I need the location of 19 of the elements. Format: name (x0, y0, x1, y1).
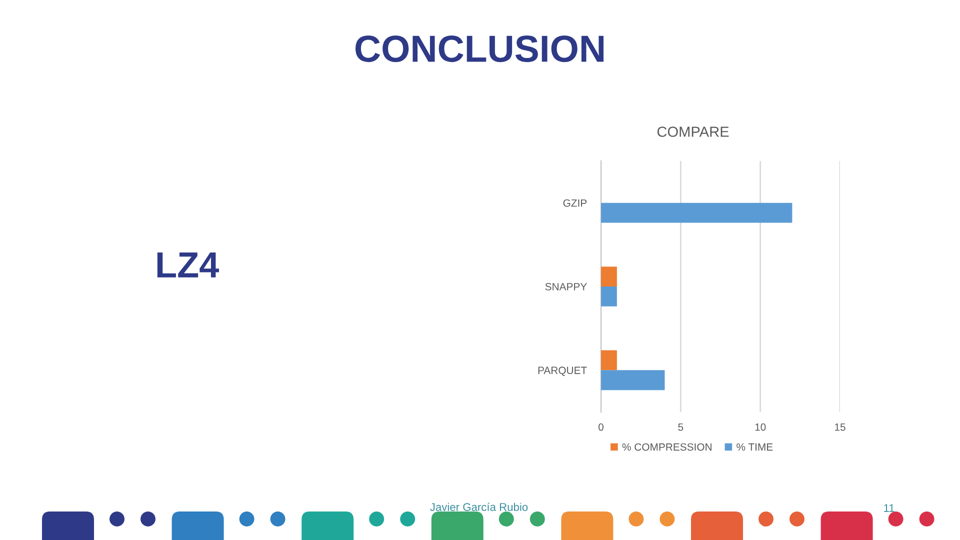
x-tick-label: 5 (678, 423, 684, 431)
y-tick-label: PARQUET (538, 366, 587, 376)
bar (601, 350, 617, 370)
bar (601, 202, 792, 223)
text: Javier García Rubio (430, 502, 528, 511)
bar (601, 266, 617, 286)
legend-label: % COMPRESSION (622, 443, 712, 451)
text: 11 (884, 504, 894, 512)
legend-label: % TIME (736, 443, 773, 451)
y-tick-label: GZIP (563, 199, 587, 207)
text: LZ4 (157, 252, 220, 278)
x-tick-label: 0 (598, 423, 604, 431)
x-tick-label: 10 (755, 423, 766, 431)
chart-title: CONCLUSION (356, 36, 604, 62)
bar (601, 370, 665, 390)
chart-subtitle: COMPARE (657, 126, 729, 137)
bar (601, 286, 617, 306)
y-tick-label: SNAPPY (545, 283, 587, 290)
x-tick-label: 15 (835, 423, 846, 431)
